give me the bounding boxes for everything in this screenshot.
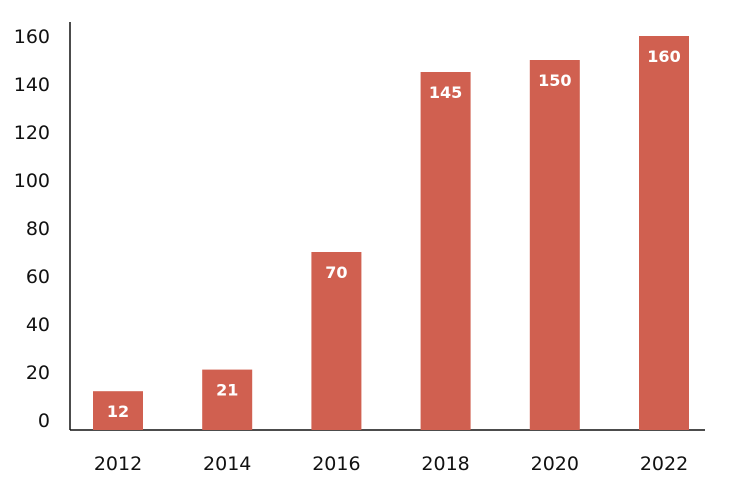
bar-data-labels: 12 21 70 145 150 160 bbox=[107, 47, 681, 421]
bar-data-label: 12 bbox=[107, 402, 129, 421]
y-tick-label: 40 bbox=[26, 314, 50, 336]
x-axis-ticks: 2012 2014 2016 2018 2020 2022 bbox=[94, 453, 688, 475]
bar bbox=[529, 60, 580, 430]
x-tick-label: 2022 bbox=[640, 453, 688, 475]
x-tick-label: 2020 bbox=[531, 453, 579, 475]
y-tick-label: 120 bbox=[14, 122, 50, 144]
x-tick-label: 2016 bbox=[312, 453, 360, 475]
x-tick-label: 2018 bbox=[421, 453, 469, 475]
y-tick-label: 140 bbox=[14, 74, 50, 96]
bar-data-label: 145 bbox=[429, 83, 462, 102]
x-tick-label: 2012 bbox=[94, 453, 142, 475]
bar-series bbox=[93, 36, 689, 430]
bar-data-label: 21 bbox=[216, 381, 238, 400]
y-tick-label: 80 bbox=[26, 218, 50, 240]
bar-data-label: 160 bbox=[647, 47, 680, 66]
bar bbox=[311, 252, 362, 430]
bar bbox=[202, 369, 253, 430]
x-tick-label: 2014 bbox=[203, 453, 251, 475]
bar bbox=[639, 36, 689, 430]
y-tick-label: 20 bbox=[26, 362, 50, 384]
bar-data-label: 70 bbox=[325, 263, 347, 282]
bar-data-label: 150 bbox=[538, 71, 571, 90]
y-tick-label: 60 bbox=[26, 266, 50, 288]
y-tick-label: 160 bbox=[14, 26, 50, 48]
bar bbox=[93, 391, 143, 430]
y-tick-label: 100 bbox=[14, 170, 50, 192]
y-tick-label: 0 bbox=[38, 410, 50, 432]
bar bbox=[420, 72, 471, 430]
y-axis-ticks: 0 20 40 60 80 100 120 140 160 bbox=[14, 26, 50, 432]
